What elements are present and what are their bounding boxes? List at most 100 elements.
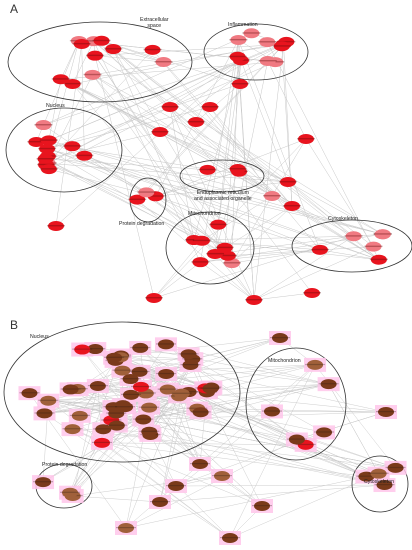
node-label bbox=[228, 55, 247, 58]
node bbox=[210, 219, 227, 230]
node-label bbox=[180, 363, 201, 366]
edge bbox=[155, 196, 321, 251]
edge bbox=[140, 347, 329, 385]
cluster-outline-mitochondrion bbox=[165, 211, 255, 285]
edge bbox=[113, 48, 171, 108]
node bbox=[193, 235, 210, 246]
node bbox=[345, 231, 362, 242]
node bbox=[273, 41, 290, 52]
node bbox=[21, 388, 38, 399]
node-label bbox=[139, 406, 160, 408]
edge bbox=[224, 205, 293, 248]
node-label bbox=[283, 205, 301, 207]
node-label bbox=[72, 348, 93, 350]
edge bbox=[146, 41, 287, 193]
group-label-mitochondrion: Mitochondrion bbox=[188, 211, 221, 217]
node bbox=[132, 381, 149, 392]
edge bbox=[94, 55, 383, 235]
node bbox=[114, 365, 131, 376]
node bbox=[230, 34, 247, 45]
group-label-extracellular-space: Extracellular space bbox=[140, 17, 169, 29]
node-label bbox=[106, 412, 127, 414]
node-label bbox=[318, 383, 339, 385]
node-label bbox=[130, 385, 151, 388]
edge bbox=[193, 235, 354, 241]
node-label bbox=[143, 48, 162, 51]
node bbox=[376, 480, 393, 491]
node bbox=[87, 344, 104, 355]
node bbox=[28, 136, 45, 147]
edge bbox=[137, 46, 282, 200]
node bbox=[159, 384, 176, 395]
node bbox=[272, 333, 288, 343]
node bbox=[64, 78, 81, 89]
edge bbox=[43, 33, 252, 126]
node bbox=[192, 257, 209, 268]
node-label bbox=[121, 393, 142, 396]
node-label bbox=[129, 370, 150, 373]
node-label bbox=[258, 60, 277, 62]
node bbox=[64, 141, 81, 152]
group-label-er: Endoplasmic reticulum and associated orga… bbox=[194, 190, 252, 202]
edge bbox=[92, 43, 284, 76]
node-label bbox=[47, 225, 65, 227]
edge bbox=[215, 235, 354, 255]
node bbox=[108, 420, 125, 431]
node-label bbox=[212, 475, 232, 477]
node bbox=[74, 344, 91, 355]
node-label bbox=[104, 48, 123, 50]
edge bbox=[94, 55, 155, 299]
edge bbox=[201, 195, 273, 241]
node-label bbox=[85, 348, 106, 350]
edge bbox=[84, 155, 225, 248]
node-label bbox=[192, 239, 211, 242]
node-label bbox=[116, 527, 136, 529]
node-label bbox=[86, 54, 105, 57]
node bbox=[320, 379, 337, 390]
node-label bbox=[60, 491, 81, 493]
node-label bbox=[72, 42, 91, 45]
node bbox=[246, 295, 262, 305]
edge bbox=[82, 349, 126, 408]
edge bbox=[253, 44, 284, 301]
edge bbox=[72, 145, 273, 197]
edge bbox=[48, 106, 171, 170]
edge bbox=[231, 205, 293, 264]
edge bbox=[47, 163, 289, 183]
group-label-cytoskeleton: Cytoskeleton bbox=[328, 216, 358, 222]
node bbox=[52, 74, 69, 85]
node-label bbox=[34, 412, 55, 414]
group-label-cytoskeleton-b: Cytoskeleton bbox=[364, 479, 394, 485]
node-label bbox=[344, 235, 363, 237]
node bbox=[152, 497, 168, 507]
node-label bbox=[135, 392, 156, 394]
node bbox=[106, 352, 123, 363]
network-a bbox=[5, 21, 412, 305]
node-label bbox=[91, 441, 112, 444]
node-label bbox=[115, 406, 136, 408]
node bbox=[144, 44, 161, 55]
node bbox=[180, 349, 197, 360]
node-label bbox=[272, 45, 291, 47]
node-label bbox=[33, 481, 54, 483]
edge bbox=[95, 55, 164, 63]
node bbox=[232, 79, 248, 89]
node bbox=[263, 406, 280, 417]
node bbox=[138, 187, 155, 198]
edge bbox=[253, 235, 354, 301]
edge bbox=[77, 364, 316, 390]
edge bbox=[111, 411, 387, 421]
node bbox=[36, 408, 53, 419]
node bbox=[64, 424, 81, 435]
node-label bbox=[368, 472, 389, 474]
node bbox=[259, 56, 276, 67]
cluster-outline-er bbox=[179, 159, 265, 193]
node-label bbox=[191, 261, 210, 263]
node bbox=[135, 414, 152, 425]
cluster-outline-extracellular bbox=[7, 21, 193, 103]
edge bbox=[137, 199, 255, 301]
edge bbox=[36, 141, 219, 225]
node bbox=[122, 374, 139, 385]
node bbox=[192, 407, 209, 418]
edge bbox=[113, 48, 219, 225]
